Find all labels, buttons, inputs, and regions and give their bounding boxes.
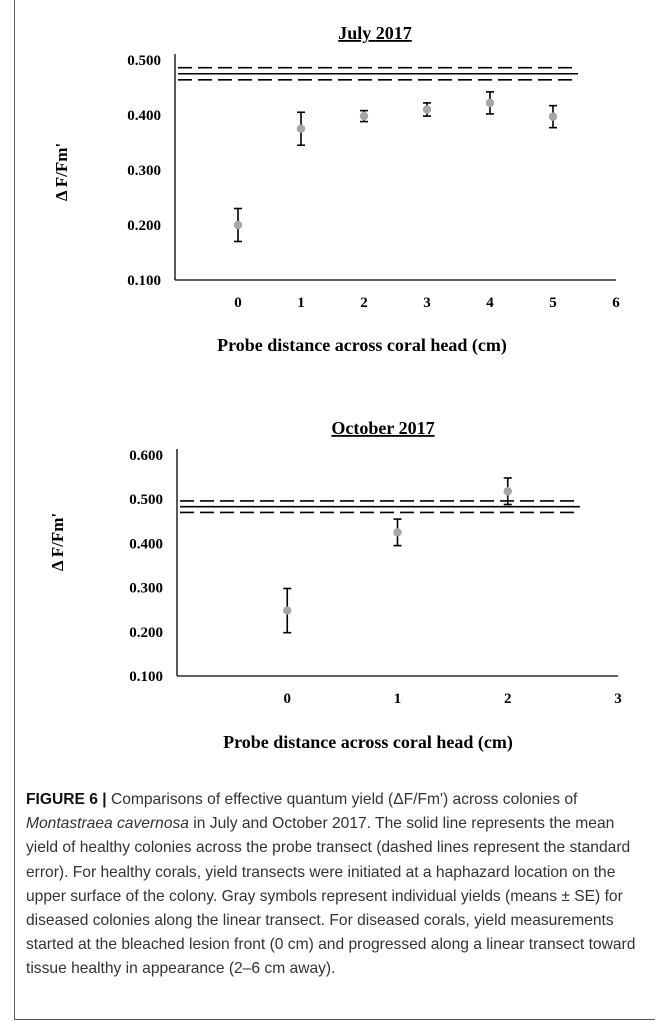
y-tick-label: 0.300	[129, 581, 163, 597]
chart-title: October 2017	[331, 418, 434, 438]
x-tick-label: 2	[504, 691, 512, 707]
data-point	[485, 98, 495, 108]
x-tick-label: 0	[284, 691, 292, 707]
y-axis-label: Δ F/Fm'	[48, 513, 67, 571]
x-axis-label: Probe distance across coral head (cm)	[223, 732, 513, 753]
data-point	[393, 528, 402, 537]
x-tick-label: 3	[614, 691, 622, 707]
data-point	[283, 606, 292, 615]
y-tick-label: 0.100	[129, 669, 163, 685]
y-tick-label: 0.500	[129, 492, 163, 508]
data-point	[359, 111, 369, 121]
data-point	[548, 112, 558, 121]
figure-frame	[14, 0, 655, 1020]
x-tick-label: 6	[612, 295, 620, 311]
data-point	[503, 487, 512, 496]
x-axis-label: Probe distance across coral head (cm)	[217, 335, 507, 356]
caption-text-2: in July and October 2017. The solid line…	[26, 815, 636, 978]
caption-species: Montastraea cavernosa	[26, 815, 189, 833]
x-tick-label: 3	[423, 295, 431, 311]
y-tick-label: 0.200	[127, 218, 161, 234]
y-tick-label: 0.600	[129, 448, 163, 464]
y-tick-label: 0.400	[127, 108, 161, 124]
figure-caption: FIGURE 6 | Comparisons of effective quan…	[26, 788, 648, 982]
y-axis-label: Δ F/Fm'	[52, 143, 71, 201]
data-point	[422, 105, 432, 114]
chart-july-2017: July 2017 Δ F/Fm' Probe distance across …	[52, 23, 620, 356]
data-point	[296, 124, 306, 133]
caption-text-1: Comparisons of effective quantum yield (…	[106, 791, 578, 808]
x-tick-label: 0	[234, 295, 242, 311]
x-tick-label: 1	[394, 691, 402, 707]
x-tick-label: 1	[297, 295, 305, 311]
chart-title: July 2017	[338, 23, 412, 43]
y-tick-label: 0.100	[127, 273, 161, 289]
caption-lead: FIGURE 6 |	[26, 791, 107, 808]
x-tick-label: 5	[549, 295, 557, 311]
data-point	[233, 220, 243, 230]
x-tick-label: 4	[486, 295, 494, 311]
chart-october-2017: October 2017 Δ F/Fm' Probe distance acro…	[48, 418, 622, 753]
y-tick-label: 0.200	[129, 625, 163, 641]
y-tick-label: 0.400	[129, 536, 163, 552]
x-tick-label: 2	[360, 295, 368, 311]
y-tick-label: 0.500	[127, 53, 161, 69]
y-tick-label: 0.300	[127, 163, 161, 179]
